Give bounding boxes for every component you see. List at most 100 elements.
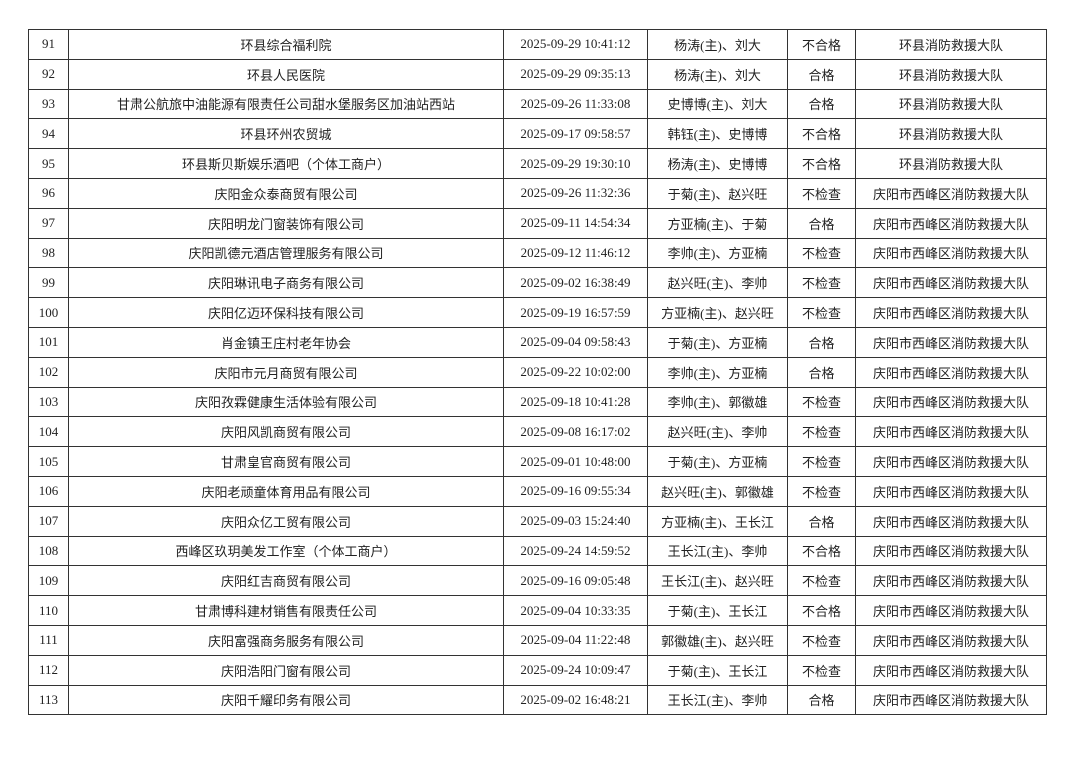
- result: 不检查: [787, 446, 856, 477]
- table-row: 107 庆阳众亿工贸有限公司 2025-09-03 15:24:40 方亚楠(主)、王…: [28, 505, 1047, 537]
- inspection-time: 2025-09-26 11:32:36: [503, 177, 648, 209]
- table-row: 110 甘肃博科建材销售有限责任公司 2025-09-04 10:33:35 于菊(主…: [28, 595, 1047, 626]
- unit-name: 环县综合福利院: [68, 29, 504, 60]
- unit-name: 环县环州农贸城: [68, 118, 504, 150]
- inspectors: 王长江(主)、李帅: [647, 684, 788, 716]
- result: 合格: [787, 684, 856, 716]
- unit-name: 庆阳众亿工贸有限公司: [68, 505, 504, 537]
- result: 不检查: [787, 267, 856, 299]
- result: 不检查: [787, 624, 856, 656]
- result: 不检查: [787, 416, 856, 448]
- inspection-time: 2025-09-18 10:41:28: [503, 386, 648, 418]
- fire-brigade: 庆阳市西峰区消防救援大队: [855, 177, 1047, 209]
- fire-brigade: 环县消防救援大队: [855, 118, 1047, 150]
- fire-brigade: 庆阳市西峰区消防救援大队: [855, 386, 1047, 418]
- row-number: 105: [28, 446, 69, 477]
- inspection-time: 2025-09-04 11:22:48: [503, 624, 648, 656]
- inspectors: 于菊(主)、赵兴旺: [647, 177, 788, 209]
- unit-name: 甘肃博科建材销售有限责任公司: [68, 595, 504, 626]
- table-row: 101 肖金镇王庄村老年协会 2025-09-04 09:58:43 于菊(主)、方亚…: [28, 326, 1047, 358]
- row-number: 100: [28, 297, 69, 328]
- fire-brigade: 环县消防救援大队: [855, 29, 1047, 60]
- unit-name: 庆阳孜霖健康生活体验有限公司: [68, 386, 504, 418]
- result: 合格: [787, 58, 856, 90]
- fire-brigade: 庆阳市西峰区消防救援大队: [855, 505, 1047, 537]
- fire-brigade: 庆阳市西峰区消防救援大队: [855, 535, 1047, 567]
- table-row: 98 庆阳凯德元酒店管理服务有限公司 2025-09-12 11:46:12 李帅(主…: [28, 237, 1047, 269]
- row-number: 102: [28, 356, 69, 388]
- table-row: 108 西峰区玖玥美发工作室（个体工商户） 2025-09-24 14:59:52 王…: [28, 535, 1047, 567]
- inspection-time: 2025-09-01 10:48:00: [503, 446, 648, 477]
- fire-brigade: 庆阳市西峰区消防救援大队: [855, 446, 1047, 477]
- inspectors: 杨涛(主)、刘大: [647, 29, 788, 60]
- fire-brigade: 庆阳市西峰区消防救援大队: [855, 297, 1047, 328]
- inspection-time: 2025-09-29 19:30:10: [503, 148, 648, 179]
- result: 不检查: [787, 177, 856, 209]
- inspectors: 李帅(主)、郭徽雄: [647, 386, 788, 418]
- fire-brigade: 环县消防救援大队: [855, 88, 1047, 120]
- unit-name: 肖金镇王庄村老年协会: [68, 326, 504, 358]
- unit-name: 庆阳风凯商贸有限公司: [68, 416, 504, 448]
- inspectors: 方亚楠(主)、赵兴旺: [647, 297, 788, 328]
- unit-name: 庆阳富强商务服务有限公司: [68, 624, 504, 656]
- row-number: 97: [28, 207, 69, 239]
- unit-name: 西峰区玖玥美发工作室（个体工商户）: [68, 535, 504, 567]
- inspectors: 杨涛(主)、刘大: [647, 58, 788, 90]
- fire-brigade: 庆阳市西峰区消防救援大队: [855, 595, 1047, 626]
- unit-name: 庆阳市元月商贸有限公司: [68, 356, 504, 388]
- row-number: 101: [28, 326, 69, 358]
- fire-brigade: 庆阳市西峰区消防救援大队: [855, 237, 1047, 269]
- inspectors: 李帅(主)、方亚楠: [647, 356, 788, 388]
- inspection-time: 2025-09-11 14:54:34: [503, 207, 648, 239]
- result: 合格: [787, 356, 856, 388]
- inspectors: 杨涛(主)、史博博: [647, 148, 788, 179]
- inspectors: 于菊(主)、方亚楠: [647, 326, 788, 358]
- table-row: 93 甘肃公航旅中油能源有限责任公司甜水堡服务区加油站西站 2025-09-26 1…: [28, 88, 1047, 120]
- unit-name: 庆阳老顽童体育用品有限公司: [68, 475, 504, 507]
- row-number: 103: [28, 386, 69, 418]
- inspection-time: 2025-09-16 09:55:34: [503, 475, 648, 507]
- row-number: 98: [28, 237, 69, 269]
- row-number: 108: [28, 535, 69, 567]
- row-number: 112: [28, 654, 69, 686]
- result: 不检查: [787, 386, 856, 418]
- row-number: 95: [28, 148, 69, 179]
- row-number: 106: [28, 475, 69, 507]
- inspectors: 史博博(主)、刘大: [647, 88, 788, 120]
- inspection-time: 2025-09-08 16:17:02: [503, 416, 648, 448]
- inspection-time: 2025-09-26 11:33:08: [503, 88, 648, 120]
- row-number: 94: [28, 118, 69, 150]
- inspection-table: 91 环县综合福利院 2025-09-29 10:41:12 杨涛(主)、刘大 不合格环…: [28, 29, 1047, 716]
- fire-brigade: 庆阳市西峰区消防救援大队: [855, 475, 1047, 507]
- inspectors: 于菊(主)、王长江: [647, 654, 788, 686]
- fire-brigade: 庆阳市西峰区消防救援大队: [855, 356, 1047, 388]
- inspection-time: 2025-09-12 11:46:12: [503, 237, 648, 269]
- inspection-time: 2025-09-16 09:05:48: [503, 565, 648, 597]
- table-row: 113 庆阳千耀印务有限公司 2025-09-02 16:48:21 王长江(主)、李…: [28, 684, 1047, 716]
- row-number: 113: [28, 684, 69, 716]
- row-number: 99: [28, 267, 69, 299]
- inspectors: 韩钰(主)、史博博: [647, 118, 788, 150]
- fire-brigade: 庆阳市西峰区消防救援大队: [855, 654, 1047, 686]
- table-row: 111 庆阳富强商务服务有限公司 2025-09-04 11:22:48 郭徽雄(主)…: [28, 624, 1047, 656]
- result: 不合格: [787, 535, 856, 567]
- inspectors: 赵兴旺(主)、李帅: [647, 416, 788, 448]
- inspection-time: 2025-09-17 09:58:57: [503, 118, 648, 150]
- fire-brigade: 庆阳市西峰区消防救援大队: [855, 267, 1047, 299]
- unit-name: 环县斯贝斯娱乐酒吧（个体工商户）: [68, 148, 504, 179]
- row-number: 96: [28, 177, 69, 209]
- fire-brigade: 环县消防救援大队: [855, 148, 1047, 179]
- unit-name: 庆阳明龙门窗装饰有限公司: [68, 207, 504, 239]
- inspection-time: 2025-09-02 16:48:21: [503, 684, 648, 716]
- unit-name: 庆阳金众泰商贸有限公司: [68, 177, 504, 209]
- result: 不检查: [787, 237, 856, 269]
- fire-brigade: 庆阳市西峰区消防救援大队: [855, 416, 1047, 448]
- row-number: 93: [28, 88, 69, 120]
- inspection-time: 2025-09-04 10:33:35: [503, 595, 648, 626]
- fire-brigade: 环县消防救援大队: [855, 58, 1047, 90]
- row-number: 107: [28, 505, 69, 537]
- result: 不检查: [787, 565, 856, 597]
- result: 不检查: [787, 297, 856, 328]
- table-row: 102 庆阳市元月商贸有限公司 2025-09-22 10:02:00 李帅(主)、方…: [28, 356, 1047, 388]
- inspectors: 王长江(主)、李帅: [647, 535, 788, 567]
